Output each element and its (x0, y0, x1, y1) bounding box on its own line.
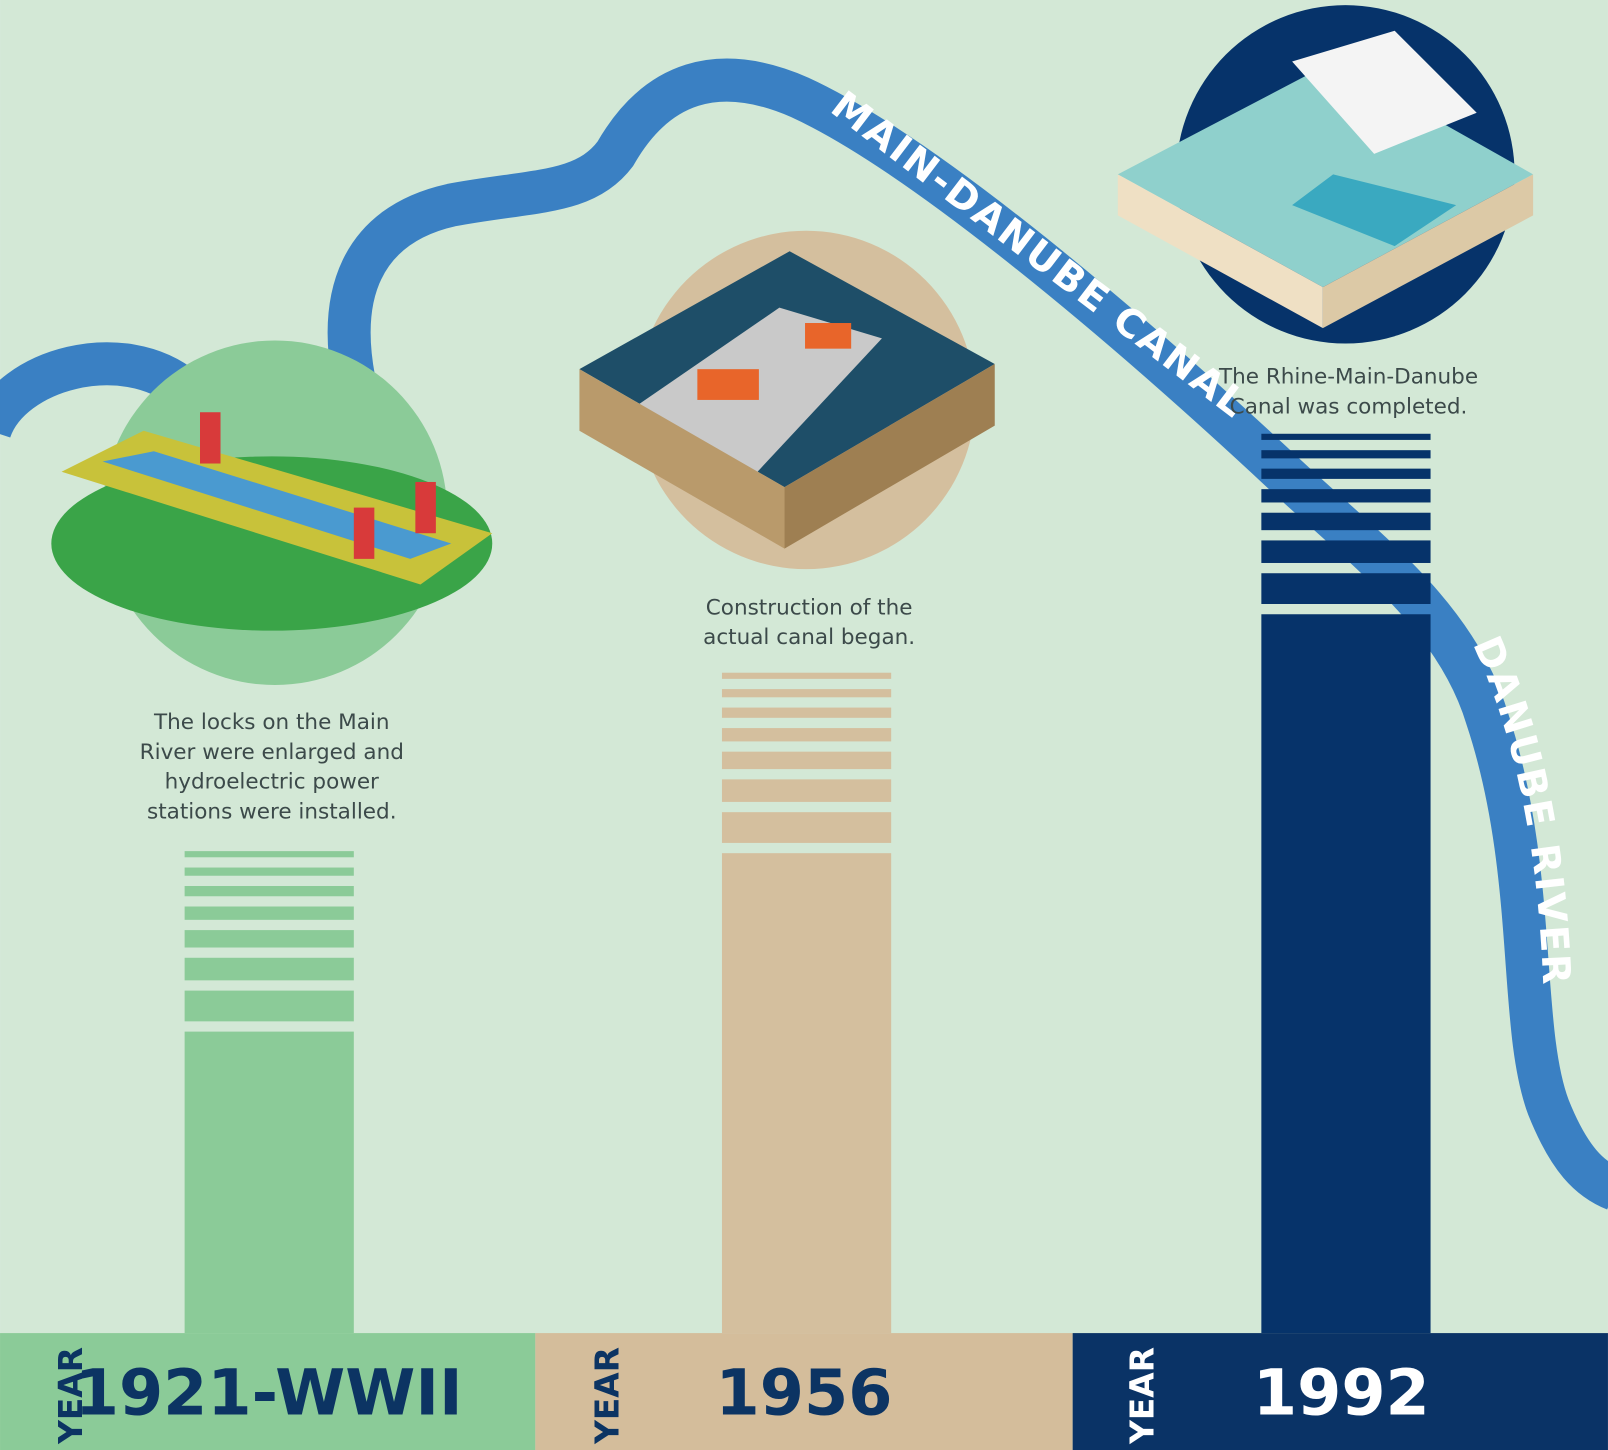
bar-stripe (722, 812, 891, 843)
bar-stripe (1261, 434, 1430, 440)
year: 1921-WWII (75, 1355, 463, 1429)
bar-stripe (185, 851, 354, 857)
caption-line: Canal was completed. (1230, 394, 1468, 419)
caption-line: The locks on the Main (153, 710, 390, 735)
bar-stripe (185, 930, 354, 947)
caption-line: stations were installed. (147, 799, 397, 824)
bar-stripe (1261, 489, 1430, 502)
lock-tower (354, 508, 375, 559)
bar-stripe (722, 752, 891, 769)
bar-stripe (185, 886, 354, 896)
caption-line: actual canal began. (703, 625, 915, 650)
year-label: YEAR (1124, 1347, 1162, 1445)
year-label: YEAR (588, 1347, 626, 1445)
year: 1956 (716, 1355, 893, 1429)
lock-tower (415, 482, 436, 533)
caption-line: River were enlarged and (140, 740, 404, 765)
bar-stripe (185, 868, 354, 876)
caption-line: The Rhine-Main-Danube (1218, 365, 1478, 390)
lock-tower (200, 412, 221, 463)
year: 1992 (1253, 1355, 1430, 1429)
bar-stripe (722, 689, 891, 697)
bar (1261, 614, 1430, 1333)
bar-stripe (1261, 450, 1430, 458)
caption-line: Construction of the (706, 595, 913, 620)
bar-stripe (722, 779, 891, 802)
bar-stripe (1261, 513, 1430, 530)
bar-stripe (1261, 573, 1430, 604)
bar-stripe (722, 673, 891, 679)
bar (722, 853, 891, 1333)
bar-stripe (185, 907, 354, 920)
bar-stripe (722, 728, 891, 741)
truck (697, 369, 759, 400)
bar-stripe (1261, 540, 1430, 563)
infographic: MAIN-DANUBE CANAL DANUBE RIVER YEAR 1921… (0, 0, 1608, 1450)
excavator (805, 323, 851, 349)
bar-stripe (185, 958, 354, 981)
bar-stripe (1261, 469, 1430, 479)
bar-stripe (722, 708, 891, 718)
bar (185, 1032, 354, 1333)
bar-stripe (185, 991, 354, 1022)
caption-line: hydroelectric power (165, 770, 379, 795)
